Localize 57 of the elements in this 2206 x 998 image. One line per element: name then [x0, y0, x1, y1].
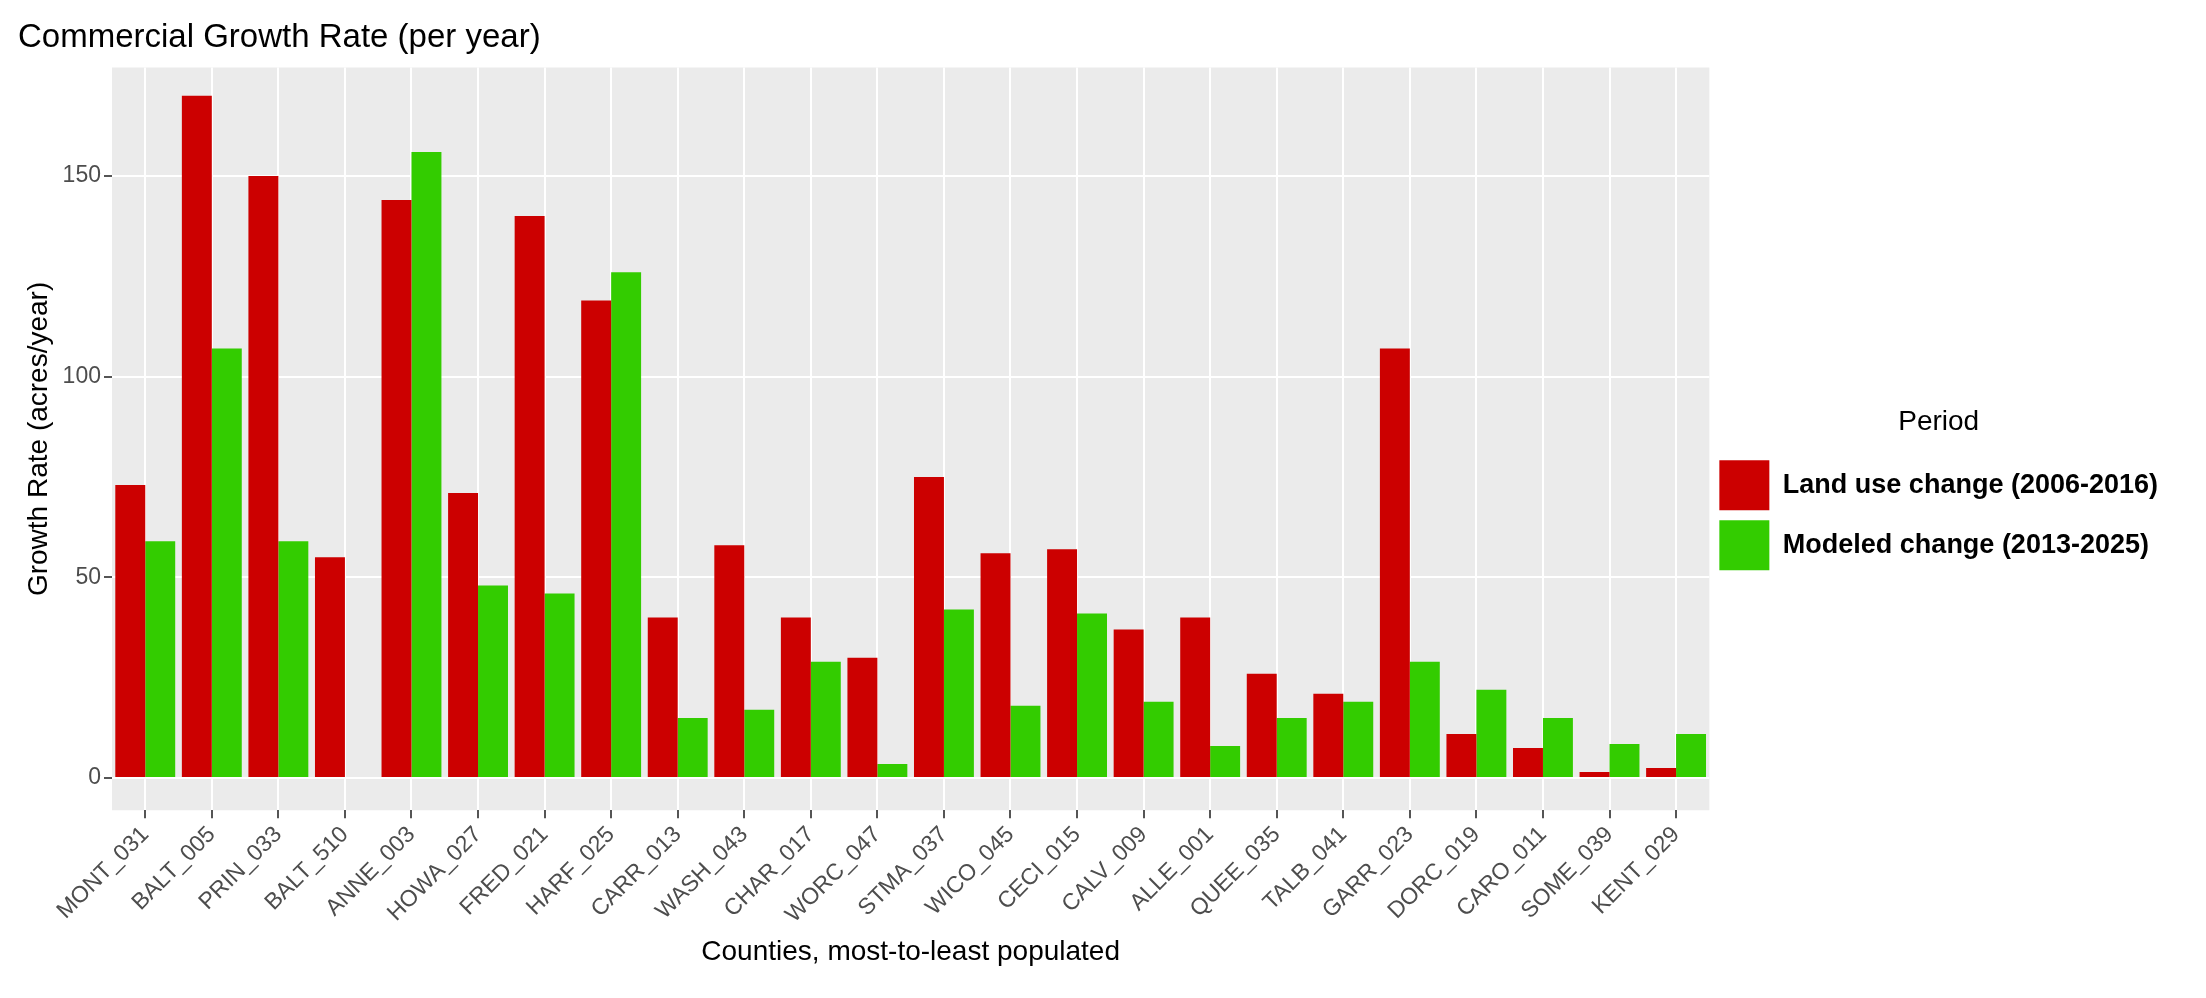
bar [115, 485, 146, 778]
bar [1676, 733, 1707, 778]
bar [248, 175, 279, 778]
bar [1143, 701, 1174, 778]
legend-label: Land use change (2006-2016) [1782, 468, 2158, 499]
bar [943, 609, 974, 778]
bar [1047, 549, 1078, 778]
bar [780, 617, 811, 778]
bar [544, 593, 575, 778]
bar [1343, 701, 1374, 778]
bar [744, 709, 775, 778]
bar [278, 541, 309, 778]
bar [1077, 613, 1108, 778]
x-axis-title: Counties, most-to-least populated [701, 934, 1120, 966]
bar [1409, 661, 1440, 778]
bar [1379, 348, 1410, 778]
bar [314, 557, 345, 778]
bar [381, 200, 412, 778]
y-axis-title: Growth Rate (acres/year) [21, 281, 53, 597]
y-tick-label: 0 [88, 763, 101, 790]
bar [1010, 705, 1041, 778]
bar [581, 300, 612, 778]
bar [1609, 743, 1640, 778]
y-tick-label: 100 [62, 362, 101, 389]
bar [1446, 733, 1477, 778]
bar [913, 477, 944, 778]
bar [1276, 717, 1307, 778]
bar [1513, 748, 1543, 778]
bar [714, 545, 745, 778]
bar [1313, 693, 1344, 778]
bar [514, 216, 545, 778]
bar [810, 661, 841, 778]
bar [647, 617, 678, 778]
bar [1180, 617, 1211, 778]
legend-title: Period [1898, 405, 1980, 437]
bar [847, 657, 878, 778]
bar [211, 348, 242, 778]
bar [1646, 768, 1677, 778]
bar [1246, 673, 1277, 778]
bar [611, 272, 642, 778]
bar [478, 585, 508, 778]
legend-label: Modeled change (2013-2025) [1782, 528, 2149, 559]
bar [980, 553, 1011, 778]
y-tick-label: 50 [75, 562, 101, 589]
bar [1210, 745, 1241, 778]
bar [411, 151, 442, 778]
y-tick-label: 150 [62, 161, 101, 188]
bar [181, 95, 212, 778]
bar [877, 764, 908, 778]
bar [448, 493, 479, 778]
bar [677, 717, 708, 778]
bar [1542, 717, 1573, 778]
bar [145, 541, 176, 778]
bar [1579, 772, 1610, 778]
bar [1476, 689, 1507, 778]
chart-title: Commercial Growth Rate (per year) [18, 16, 541, 54]
bar [1113, 629, 1144, 778]
